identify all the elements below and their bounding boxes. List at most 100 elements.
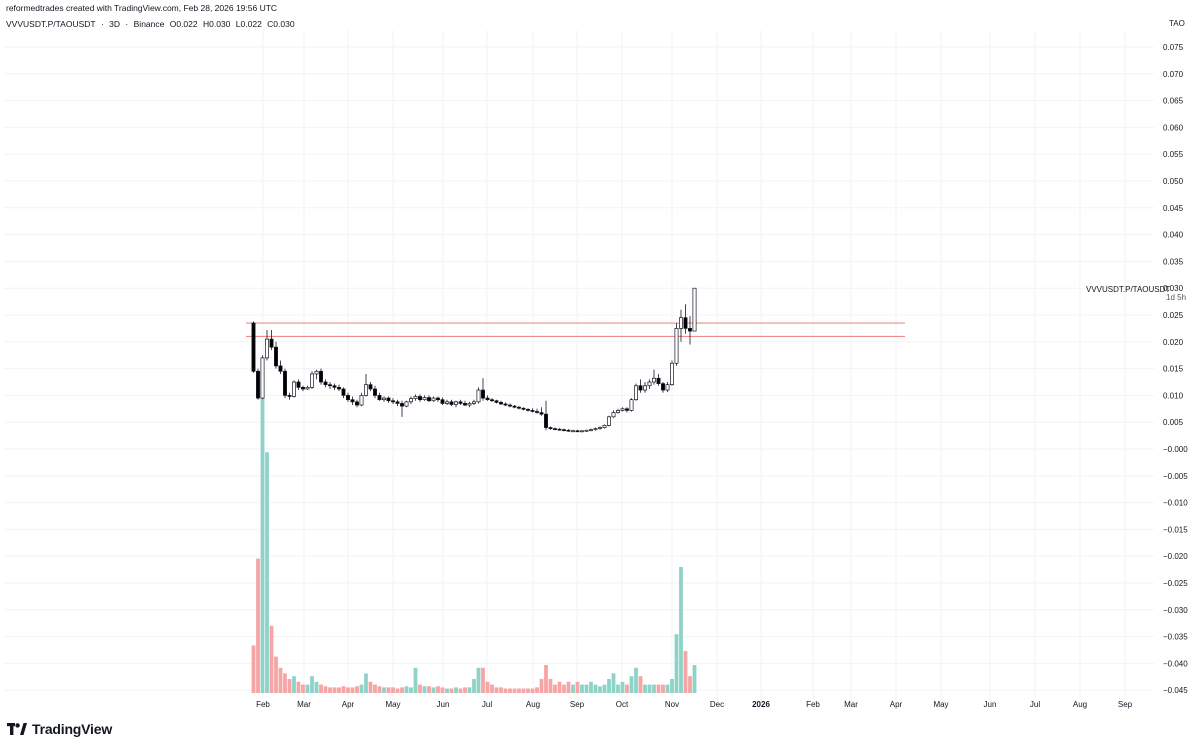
volume-bar: [449, 688, 454, 693]
volume-bar: [485, 681, 490, 693]
volume-bar: [643, 684, 647, 693]
time-axis-tick-label: 2026: [752, 700, 770, 709]
price-axis-tick-label: −0.020: [1163, 552, 1188, 561]
volume-bar: [292, 676, 296, 693]
price-axis-tick-label: −0.025: [1163, 579, 1188, 588]
volume-bar: [305, 684, 310, 693]
legend-open: O0.022: [169, 19, 198, 29]
candle-body: [665, 384, 670, 391]
price-axis-tick-label: 0.035: [1163, 257, 1184, 266]
price-axis-tick-label: 0.015: [1163, 365, 1184, 374]
candle-body: [283, 370, 287, 396]
time-axis-tick-label: Dec: [710, 700, 724, 709]
candle-body: [427, 397, 431, 402]
time-axis-tick-label: May: [385, 700, 400, 709]
volume-bar: [278, 667, 283, 693]
candle-body: [575, 430, 580, 433]
volume-bar: [337, 687, 341, 693]
volume-bar: [427, 686, 431, 693]
legend-symbol[interactable]: VVVUSDT.P/TAOUSDT: [6, 19, 96, 29]
price-axis-tick-label: 0.010: [1163, 391, 1184, 400]
candle-body: [251, 322, 256, 372]
candle-body: [553, 428, 557, 430]
legend-exchange: Binance: [133, 19, 165, 29]
volume-bar: [413, 667, 418, 693]
volume-bar: [566, 681, 571, 693]
volume-bar: [634, 667, 638, 693]
volume-bar: [296, 681, 301, 693]
volume-bar: [409, 687, 413, 693]
price-axis-tick-label: 0.065: [1163, 97, 1184, 106]
candlestick-series[interactable]: [251, 287, 697, 433]
time-axis-tick-label: Feb: [806, 700, 820, 709]
volume-bar: [400, 687, 404, 693]
chart-attribution: reformedtrades created with TradingView.…: [6, 3, 278, 13]
volume-bar: [557, 681, 562, 693]
price-axis-tick-label: 0.055: [1163, 150, 1184, 159]
volume-bar: [314, 681, 319, 693]
candle-body: [472, 401, 476, 404]
candle-body: [499, 402, 503, 405]
volume-bar: [422, 686, 427, 693]
candle-body: [395, 401, 400, 404]
candle-body: [643, 385, 647, 391]
price-axis-tick-label: 0.070: [1163, 70, 1184, 79]
volume-bar: [517, 688, 521, 693]
time-axis-tick-label: Sep: [1118, 700, 1133, 709]
volume-bar: [526, 688, 530, 693]
volume-bar: [575, 681, 580, 693]
legend-interval[interactable]: 3D: [109, 19, 121, 29]
volume-bar: [571, 684, 575, 693]
candle-body: [377, 395, 382, 401]
volume-bar: [548, 679, 553, 693]
candle-body: [548, 427, 553, 429]
volume-bar: [616, 684, 620, 693]
candle-body: [557, 428, 562, 431]
resistance-lines[interactable]: [246, 322, 905, 338]
tradingview-logo[interactable]: TradingView: [7, 721, 112, 737]
volume-bar: [346, 687, 350, 693]
legend-separator: ·: [125, 19, 129, 29]
symbol-legend: VVVUSDT.P/TAOUSDT · 3D · Binance O0.022 …: [6, 19, 298, 29]
candle-body: [679, 317, 683, 329]
volume-bar: [458, 688, 463, 693]
time-axis-tick-label: Oct: [616, 700, 629, 709]
candle-body: [521, 407, 526, 410]
price-axis-tick-label: 0.020: [1163, 338, 1184, 347]
volume-bar: [688, 676, 692, 693]
volume-bar: [553, 684, 557, 693]
candle-body: [296, 381, 301, 388]
candle-body: [566, 429, 571, 432]
time-axis[interactable]: Feb Mar Apr May Jun Jul Aug Sep Oct Nov Dec 2026 Feb…: [256, 700, 1133, 709]
candle-body: [656, 377, 661, 384]
bar-countdown: 1d 5h: [1166, 293, 1187, 302]
candle-body: [571, 430, 575, 433]
candle-body: [319, 370, 323, 383]
candle-body: [494, 400, 499, 403]
volume-bar: [445, 688, 449, 693]
volume-bar: [332, 687, 337, 693]
volume-bar: [287, 679, 292, 693]
volume-bar: [665, 684, 670, 693]
candle-body: [328, 384, 332, 387]
candle-body: [593, 428, 598, 431]
volume-bar: [377, 686, 382, 693]
candle-body: [454, 401, 458, 405]
candle-body: [683, 317, 688, 329]
time-axis-tick-label: Jul: [1030, 700, 1040, 709]
volume-bar: [463, 687, 467, 693]
candle-body: [341, 388, 346, 396]
candle-body: [692, 287, 697, 332]
price-axis[interactable]: 0.075 0.070 0.065 0.060 0.055 0.050 0.045 0.040…: [1163, 43, 1188, 695]
time-axis-tick-label: Jun: [984, 700, 997, 709]
candle-body: [256, 370, 260, 399]
volume-bar: [602, 684, 607, 693]
price-axis-tick-label: −0.000: [1163, 445, 1188, 454]
currency-label[interactable]: TAO: [1169, 19, 1185, 28]
price-axis-tick-label: 0.060: [1163, 123, 1184, 132]
tradingview-logo-text: TradingView: [32, 721, 113, 737]
price-axis-tick-label: −0.015: [1163, 525, 1188, 534]
volume-bar: [656, 684, 661, 693]
volume-bar: [611, 673, 616, 693]
